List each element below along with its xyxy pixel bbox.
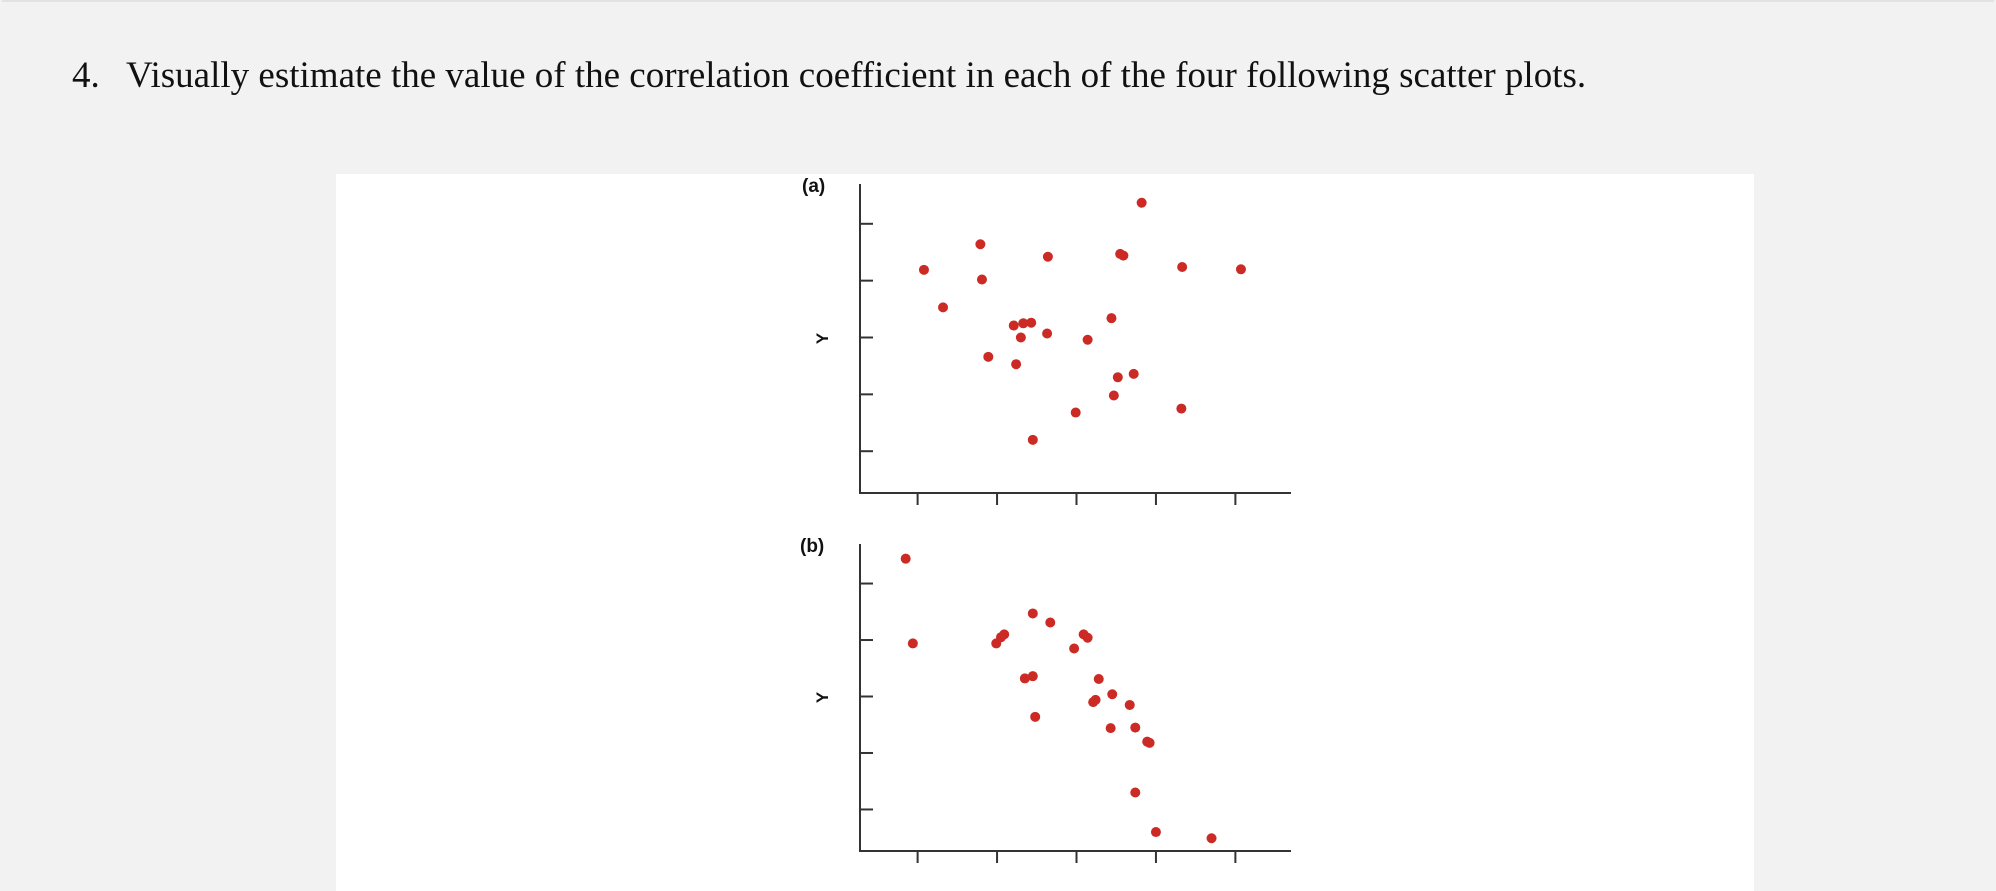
data-point-a-14 [1070,407,1081,418]
data-point-a-1 [918,264,929,275]
data-point-a-16 [1106,313,1117,324]
question-number: 4. [72,55,100,96]
data-point-a-7 [1011,359,1022,370]
data-point-b-15 [1090,694,1101,705]
data-point-a-22 [1136,197,1147,208]
data-point-b-21 [1130,787,1141,798]
axes-b [859,544,1291,852]
plot-label-a: (a) [802,176,825,197]
data-point-a-12 [1042,251,1053,262]
data-point-a-5 [983,351,994,362]
data-point-b-16 [1093,673,1104,684]
data-point-a-6 [1008,320,1019,331]
data-point-b-17 [1105,723,1116,734]
question-text: 4. Visually estimate the value of the cor… [72,54,1586,97]
data-point-a-20 [1118,250,1129,261]
data-point-a-2 [938,302,949,313]
question-band: 4. Visually estimate the value of the cor… [2,0,1994,162]
data-point-a-23 [1177,262,1188,273]
data-point-b-2 [907,638,918,649]
figure-panel: (a) Y (b) Y [336,174,1754,891]
data-point-b-10 [1045,617,1056,628]
data-point-a-18 [1112,372,1123,383]
y-axis-label-a: Y [813,332,832,344]
axes-a [859,184,1291,494]
data-point-a-4 [976,274,987,285]
data-point-b-19 [1124,699,1135,710]
scatter-figure: (a) Y (b) Y [800,176,1291,863]
data-point-b-5 [999,629,1010,640]
scatter-plot-b: (b) Y [800,536,1291,863]
data-point-a-25 [1235,264,1246,275]
data-point-b-20 [1130,722,1141,733]
data-point-b-25 [1206,833,1217,844]
data-point-b-13 [1082,632,1093,643]
data-point-b-11 [1069,643,1080,654]
data-point-b-7 [1027,671,1038,682]
data-point-a-11 [1027,434,1038,445]
data-point-a-9 [1018,318,1029,329]
data-point-a-13 [1042,328,1053,339]
data-point-a-21 [1128,368,1139,379]
question-body: Visually estimate the value of the corre… [126,55,1587,96]
plot-label-b: (b) [800,536,824,557]
data-point-a-3 [975,239,986,250]
y-axis-label-b: Y [813,691,832,703]
data-point-b-23 [1144,737,1155,748]
data-point-b-1 [900,553,911,564]
data-point-a-10 [1026,317,1037,328]
data-point-b-6 [1019,673,1030,684]
data-point-a-17 [1108,390,1119,401]
data-point-a-24 [1176,403,1187,414]
data-point-b-9 [1030,711,1041,722]
data-point-a-8 [1015,332,1026,343]
scatter-plot-a: (a) Y [802,176,1291,505]
data-point-b-8 [1027,608,1038,619]
data-point-a-15 [1082,334,1093,345]
data-point-b-18 [1107,689,1118,700]
data-point-b-24 [1150,827,1161,838]
